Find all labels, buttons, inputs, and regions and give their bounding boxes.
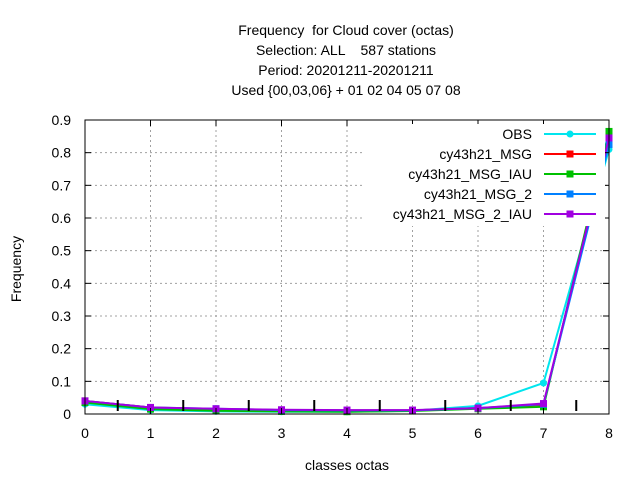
legend-label: cy43h21_MSG_2_IAU: [393, 206, 532, 222]
y-tick-label: 0.9: [52, 112, 72, 128]
x-tick-label: 4: [343, 425, 351, 441]
y-tick-label: 0.4: [52, 275, 72, 291]
y-axis-label: Frequency: [8, 236, 24, 302]
x-axis-label: classes octas: [305, 457, 389, 473]
chart-title: Frequency for Cloud cover (octas) Selecti…: [231, 22, 460, 98]
y-tick-label: 0.8: [52, 145, 72, 161]
legend-marker: [566, 210, 574, 218]
x-tick-label: 5: [409, 425, 417, 441]
title-line: Frequency for Cloud cover (octas): [238, 22, 454, 38]
legend-label: cy43h21_MSG: [439, 146, 532, 162]
x-tick-label: 8: [605, 425, 613, 441]
data-point: [540, 400, 547, 408]
x-tick-label: 0: [81, 425, 89, 441]
x-tick-label: 1: [147, 425, 155, 441]
title-line: Used {00,03,06} + 01 02 04 05 07 08: [231, 82, 460, 98]
axis-ticks: 0 0.1 0.2 0.3 0.4 0.5 0.6 0.7 0.8 0.9 0 1 2 3 4 5 6 7 8: [52, 112, 614, 441]
data-point: [147, 403, 154, 411]
title-line: Selection: ALL 587 stations: [256, 42, 436, 58]
y-tick-label: 0.7: [52, 177, 72, 193]
legend-marker: [566, 190, 574, 198]
x-tick-label: 6: [474, 425, 482, 441]
x-tick-label: 3: [278, 425, 286, 441]
y-tick-label: 0.3: [52, 308, 72, 324]
legend: OBS cy43h21_MSG cy43h21_MSG_IAU cy43h21_MSG…: [365, 124, 605, 226]
legend-label: cy43h21_MSG_IAU: [408, 166, 532, 182]
legend-marker: [566, 130, 574, 138]
y-tick-label: 0.2: [52, 341, 72, 357]
y-tick-label: 0: [63, 406, 71, 422]
x-tick-label: 7: [540, 425, 548, 441]
y-tick-label: 0.5: [52, 243, 72, 259]
y-tick-label: 0.6: [52, 210, 72, 226]
data-point: [540, 379, 547, 387]
y-tick-label: 0.1: [52, 373, 72, 389]
x-tick-label: 2: [212, 425, 220, 441]
legend-marker: [566, 170, 574, 178]
title-line: Period: 20201211-20201211: [258, 62, 434, 78]
legend-label: cy43h21_MSG_2: [424, 186, 532, 202]
plot-frame: [84, 119, 610, 415]
legend-label: OBS: [502, 126, 532, 142]
legend-marker: [566, 150, 574, 158]
